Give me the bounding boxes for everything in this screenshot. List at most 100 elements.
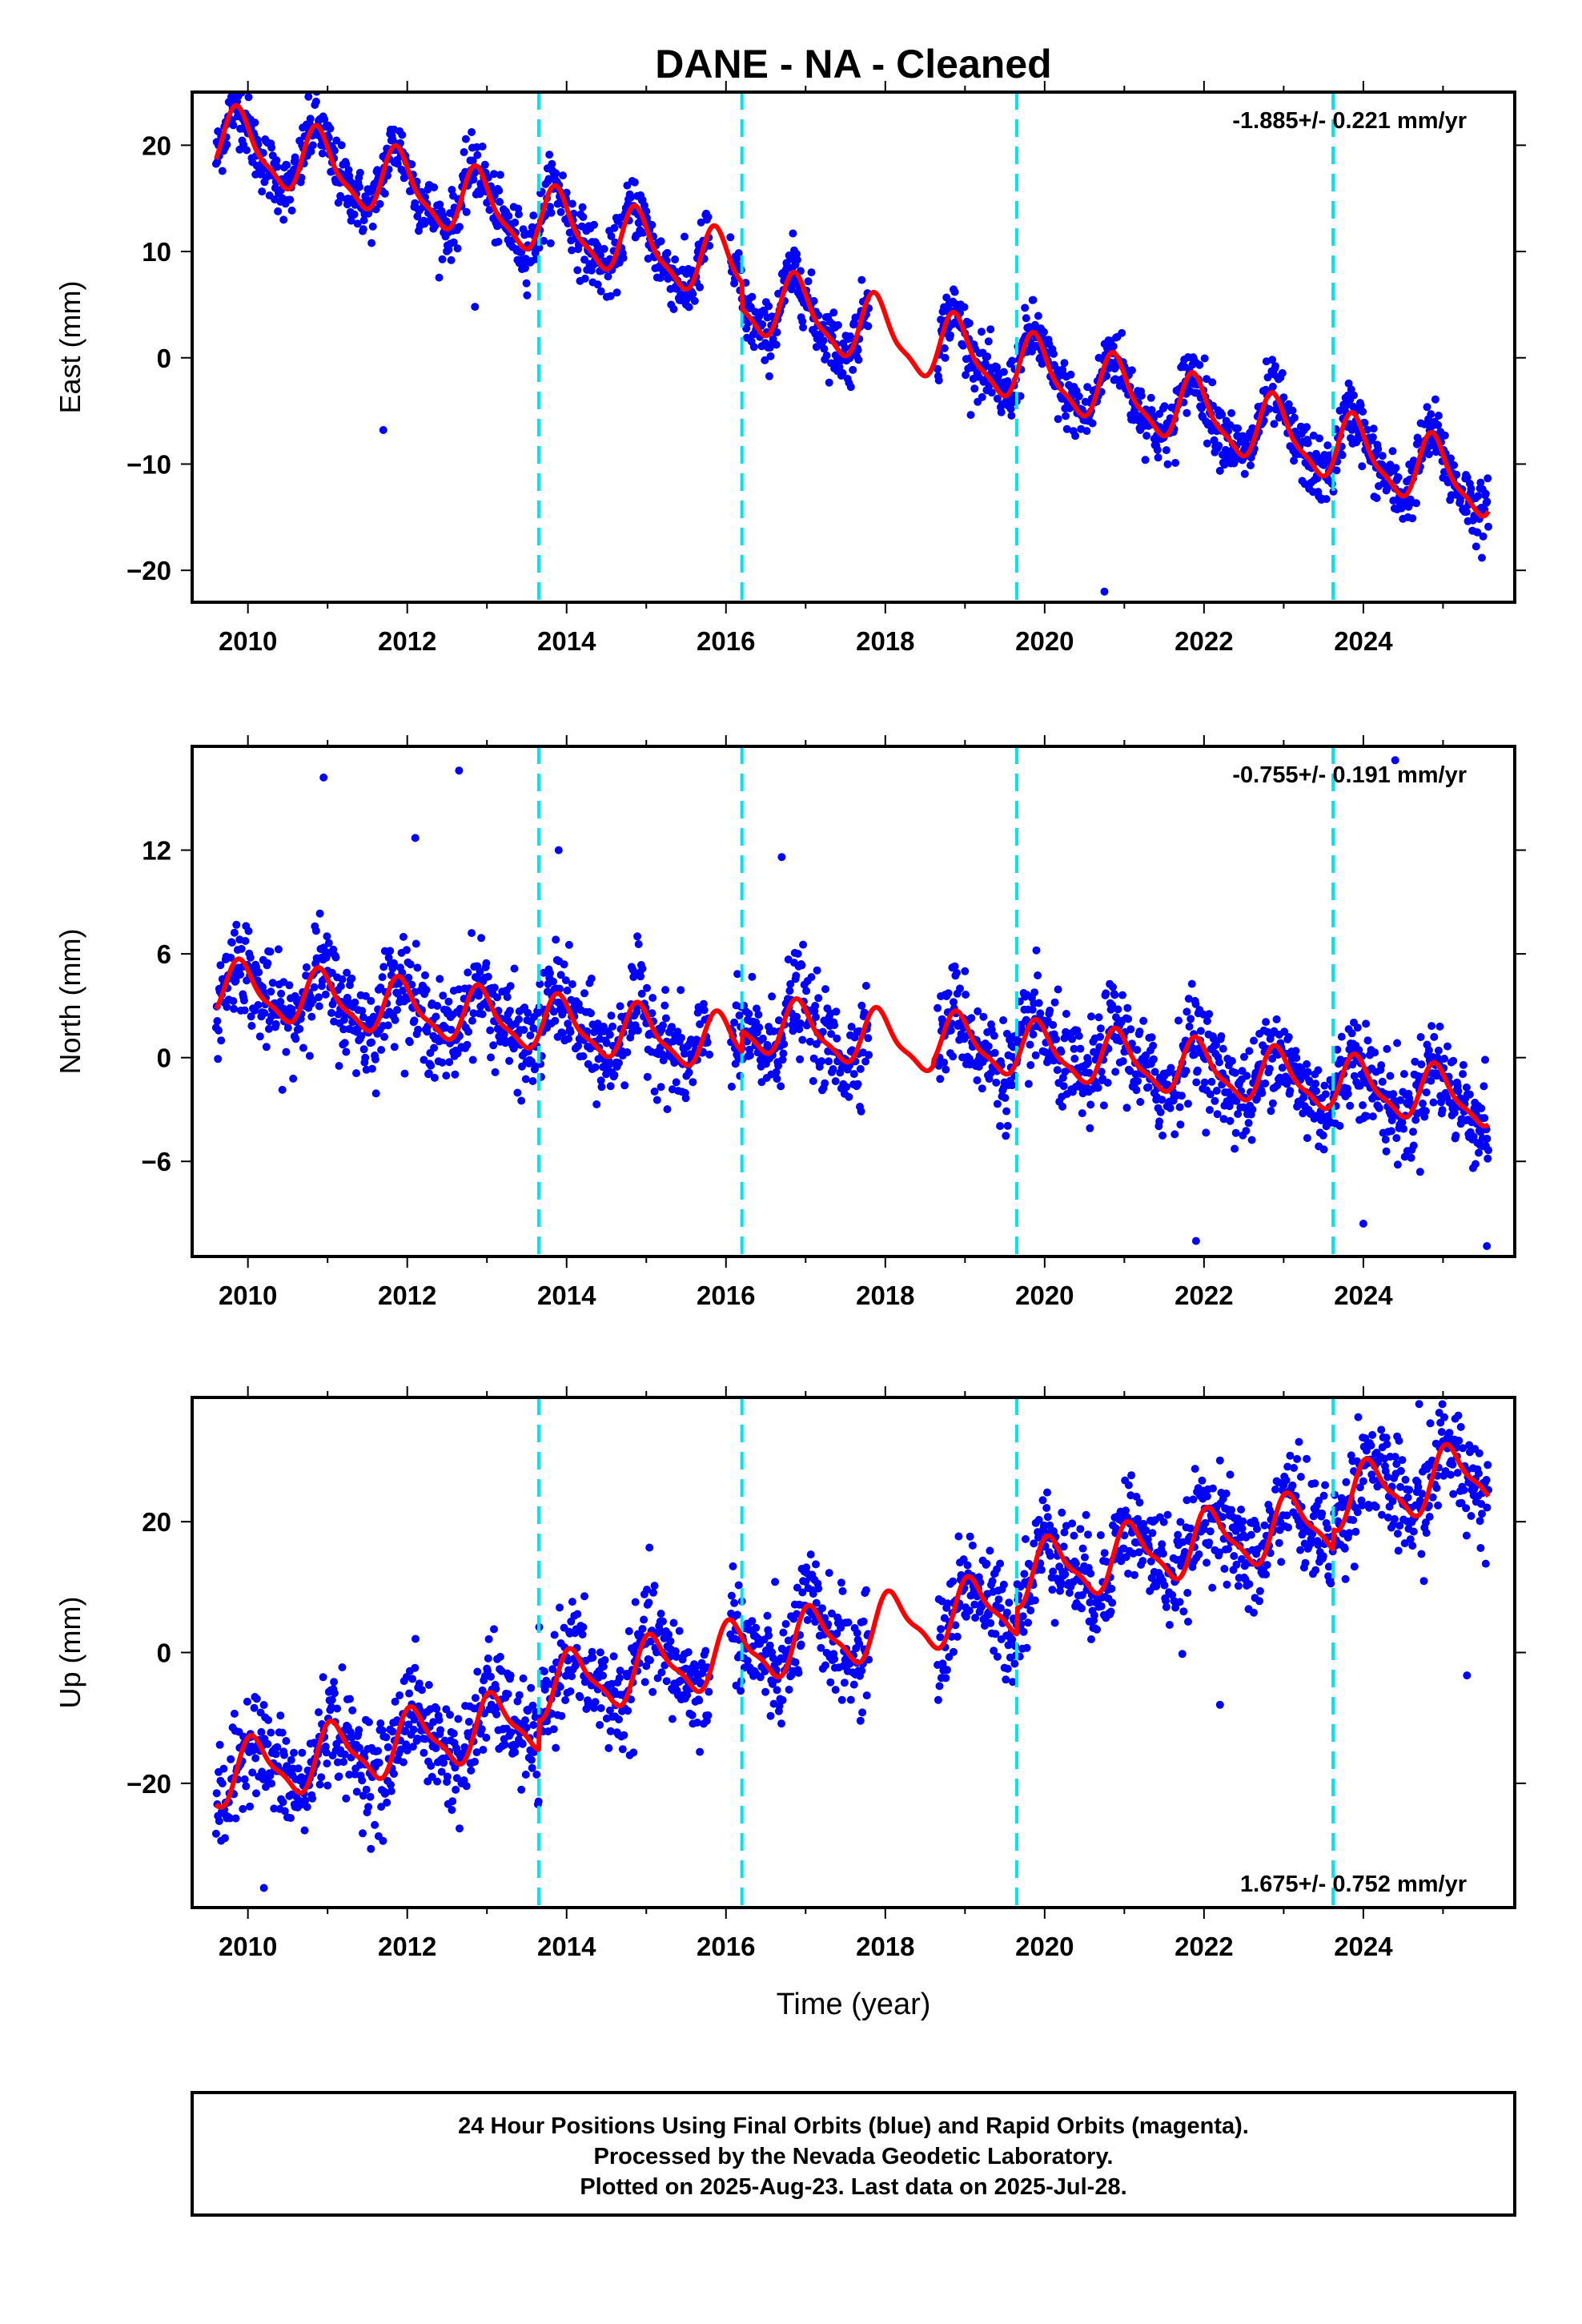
north-data-point xyxy=(321,990,330,999)
north-data-point xyxy=(371,1055,379,1063)
east-data-point xyxy=(825,378,833,387)
north-data-point xyxy=(793,1012,801,1021)
up-data-point xyxy=(937,1625,946,1634)
up-data-point xyxy=(479,1746,488,1754)
up-data-point xyxy=(226,1814,235,1823)
north-data-point xyxy=(1111,1068,1120,1076)
north-data-point xyxy=(1076,1044,1085,1053)
up-data-point xyxy=(377,1803,386,1811)
east-data-point xyxy=(573,266,582,275)
north-data-point xyxy=(1240,1052,1248,1061)
north-data-point xyxy=(468,929,476,938)
up-data-point xyxy=(477,1725,486,1734)
north-data-point xyxy=(1303,1134,1311,1143)
east-data-point xyxy=(934,364,942,373)
east-data-point xyxy=(1279,393,1288,402)
north-data-point xyxy=(597,1083,606,1092)
up-data-point xyxy=(517,1785,526,1794)
east-data-point xyxy=(1265,404,1274,413)
east-data-point xyxy=(448,186,456,194)
north-data-point xyxy=(520,1026,528,1034)
north-data-point xyxy=(1166,1104,1174,1112)
up-data-point xyxy=(857,1667,866,1675)
east-data-point xyxy=(469,175,478,184)
east-data-point xyxy=(1118,328,1126,337)
up-data-point xyxy=(362,1785,371,1794)
north-data-point xyxy=(444,997,453,1006)
east-data-point xyxy=(1363,425,1371,434)
north-data-point xyxy=(1144,1083,1153,1092)
north-data-point xyxy=(1175,1103,1184,1112)
north-data-point xyxy=(1231,1128,1240,1137)
east-data-point xyxy=(1358,462,1367,471)
up-data-point xyxy=(279,1798,287,1807)
up-data-point xyxy=(794,1668,803,1677)
east-data-point xyxy=(820,344,829,353)
up-data-point xyxy=(844,1618,853,1626)
north-data-point xyxy=(536,979,544,988)
up-data-point xyxy=(449,1729,458,1738)
up-data-point xyxy=(273,1743,282,1751)
east-data-point xyxy=(1484,522,1492,531)
east-data-point xyxy=(993,363,1002,372)
up-data-point xyxy=(396,1745,405,1754)
up-data-point xyxy=(432,1704,441,1713)
north-data-point xyxy=(634,940,643,948)
up-data-point xyxy=(448,1806,456,1815)
up-data-point xyxy=(588,1653,597,1662)
east-data-point xyxy=(1368,433,1377,441)
north-data-point xyxy=(807,973,816,982)
up-data-point xyxy=(763,1611,772,1620)
north-data-point xyxy=(241,937,250,945)
up-data-point xyxy=(666,1637,675,1646)
east-data-point xyxy=(473,151,482,159)
north-data-point xyxy=(1421,1107,1430,1116)
east-x-tick-label: 2014 xyxy=(537,626,596,656)
up-data-point xyxy=(638,1625,647,1633)
up-data-point xyxy=(566,1687,575,1695)
east-data-point xyxy=(1391,464,1400,472)
north-data-point xyxy=(1112,1013,1120,1022)
north-data-point xyxy=(811,1002,820,1010)
east-data-point xyxy=(966,411,975,420)
east-outlier-point xyxy=(471,303,480,312)
north-data-point xyxy=(753,1004,761,1013)
east-data-point xyxy=(1412,499,1420,508)
up-data-point xyxy=(472,1748,481,1757)
east-data-point xyxy=(1478,553,1486,562)
north-data-point xyxy=(1068,1035,1077,1043)
north-data-point xyxy=(1234,1110,1243,1119)
up-data-point xyxy=(519,1674,528,1683)
north-data-point xyxy=(1321,1090,1330,1099)
up-data-point xyxy=(730,1598,739,1607)
east-data-point xyxy=(359,225,367,234)
up-data-point xyxy=(330,1689,339,1698)
north-data-point xyxy=(357,1031,366,1040)
east-data-point xyxy=(279,215,288,224)
north-data-point xyxy=(1480,1114,1489,1123)
north-data-point xyxy=(592,1100,601,1108)
north-y-axis-label: North (mm) xyxy=(54,929,86,1075)
east-data-point xyxy=(1329,487,1338,496)
up-data-point xyxy=(803,1616,812,1624)
up-data-point xyxy=(484,1634,493,1643)
east-data-point xyxy=(1268,382,1277,391)
up-data-point xyxy=(1022,1643,1031,1652)
north-data-point xyxy=(1387,1127,1395,1136)
east-data-point xyxy=(1473,528,1482,537)
up-data-point xyxy=(705,1687,713,1696)
up-data-point xyxy=(408,1743,417,1751)
north-x-tick-label: 2022 xyxy=(1174,1281,1233,1310)
up-data-point xyxy=(339,1758,348,1767)
north-data-point xyxy=(1381,1136,1390,1144)
north-data-point xyxy=(1209,1035,1218,1043)
north-data-point xyxy=(338,975,347,983)
north-data-point xyxy=(1126,1025,1135,1034)
up-data-point xyxy=(330,1678,339,1687)
north-data-point xyxy=(1303,1059,1311,1068)
up-data-point xyxy=(515,1691,524,1699)
east-data-point xyxy=(1360,419,1369,427)
east-data-point xyxy=(849,365,857,374)
north-data-point xyxy=(590,1027,598,1036)
